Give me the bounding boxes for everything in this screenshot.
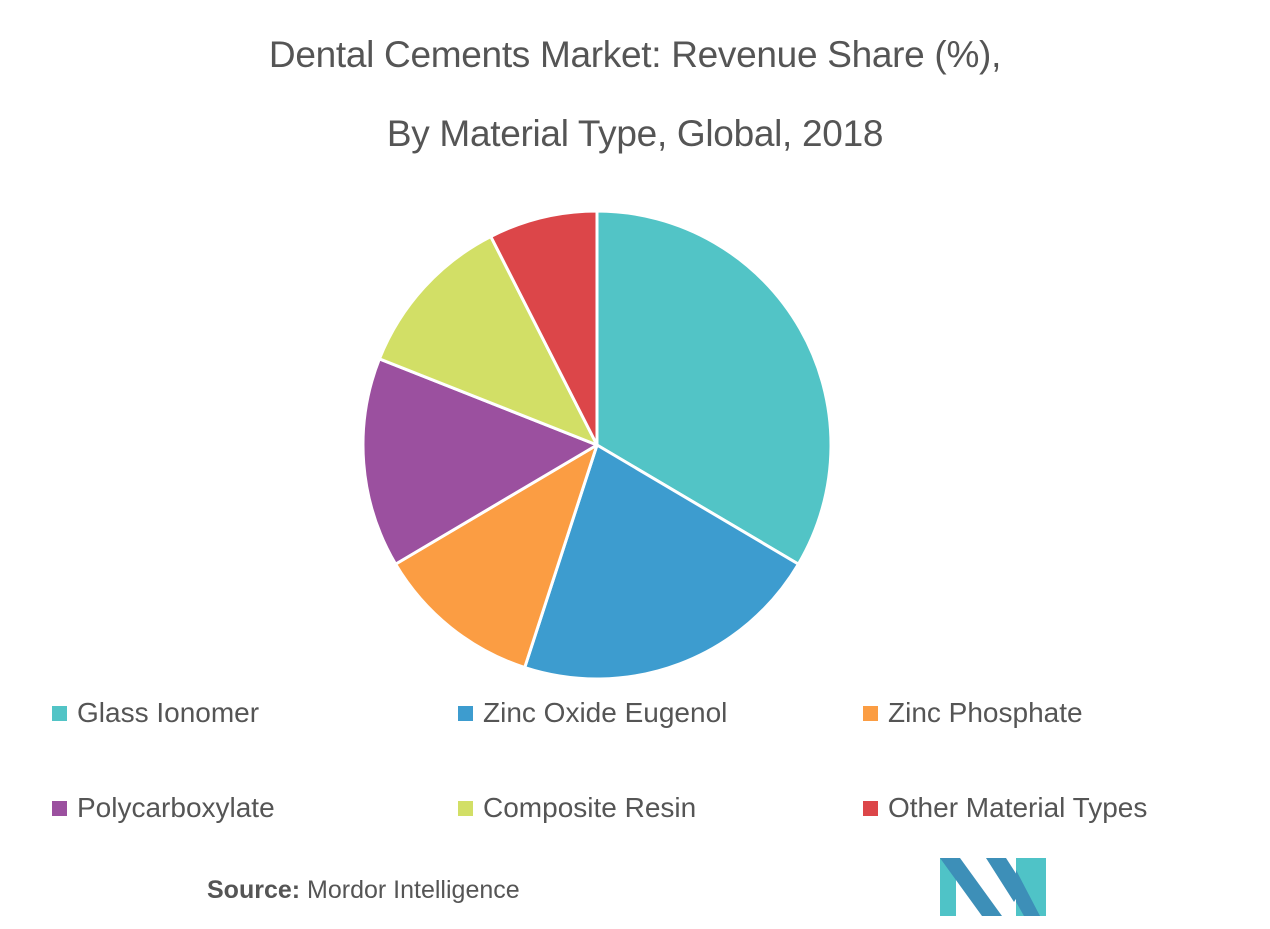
legend-item-polycarboxylate: Polycarboxylate [52,792,275,823]
legend-swatch [52,705,67,721]
legend-swatch [458,800,473,816]
legend-label: Other Material Types [888,792,1148,823]
source-note: Source: Mordor Intelligence [207,876,520,905]
pie-slice-other-material-types [489,209,599,447]
source-text: Mordor Intelligence [307,876,520,904]
legend-item-glass-ionomer: Glass Ionomer [52,697,260,728]
pie-slice-zinc-phosphate [394,443,599,670]
pie-slice-zinc-oxide-eugenol [523,443,800,681]
chart-title: Dental Cements Market: Revenue Share (%)… [268,34,1002,75]
legend-label: Polycarboxylate [77,792,275,823]
legend-item-other-material-types: Other Material Types [863,792,1148,823]
logo-diagonal-3 [1016,870,1040,916]
legend-label: Zinc Phosphate [888,697,1083,728]
legend-item-zinc-oxide-eugenol: Zinc Oxide Eugenol [458,697,728,728]
chart-subtitle: By Material Type, Global, 2018 [386,113,884,154]
logo-diagonal-1 [940,858,1002,916]
legend-item-composite-resin: Composite Resin [458,792,697,823]
legend-item-zinc-phosphate: Zinc Phosphate [863,697,1083,728]
legend-swatch [458,705,473,721]
pie-slice-composite-resin [377,235,599,447]
logo-diagonal-2 [986,858,1024,902]
source-label: Source: [207,876,301,904]
pie-slice-glass-ionomer [595,209,833,566]
legend-label: Composite Resin [483,792,697,823]
mordor-intelligence-logo-icon [940,858,1046,916]
legend-label: Glass Ionomer [77,697,260,728]
legend-label: Zinc Oxide Eugenol [483,697,728,728]
legend-swatch [863,705,878,721]
legend-swatch [52,800,67,816]
pie-slice-polycarboxylate [361,357,599,566]
pie-chart [361,209,833,681]
legend-swatch [863,800,878,816]
